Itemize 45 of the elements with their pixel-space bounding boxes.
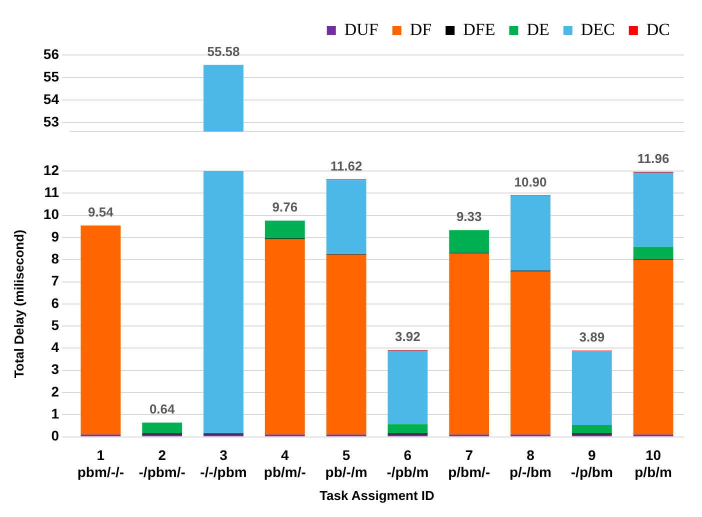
y-tick-label: 3 [51, 361, 60, 378]
x-axis-title: Task Assigment ID [320, 488, 434, 503]
x-tick-label: 8 p/-/bm [510, 447, 552, 480]
x-tick-label: 3 -/-/pbm [200, 447, 247, 480]
y-tick-label: 10 [43, 206, 60, 222]
y-tick-label: 12 [43, 162, 60, 178]
x-tick-label: 4 pb/m/- [264, 447, 306, 480]
y-tick-label: 54 [43, 90, 60, 107]
y-tick-label: 0 [51, 428, 60, 444]
x-tick-label: 5 pb/-/m [325, 447, 368, 480]
total-label: 55.58 [207, 44, 240, 59]
legend-label: DUF [344, 20, 378, 39]
x-tick-label: 7 p/bm/- [448, 447, 490, 480]
total-label: 3.92 [395, 329, 420, 344]
y-tick-label: 9 [51, 228, 60, 244]
x-tick-label: 1 pbm/-/- [77, 447, 124, 480]
legend-label: DF [410, 20, 432, 39]
total-label: 0.64 [149, 402, 176, 417]
total-label: 9.76 [272, 200, 298, 215]
legend-label: DEC [580, 20, 615, 39]
total-label: 11.96 [637, 150, 670, 166]
y-tick-label: 11 [44, 184, 60, 200]
legend-label: DFE [463, 20, 496, 39]
total-label: 3.89 [579, 330, 605, 345]
y-tick-label: 7 [51, 272, 60, 289]
y-tick-label: 53 [43, 113, 60, 130]
y-tick-label: 6 [51, 294, 60, 311]
legend-label: DE [526, 20, 550, 39]
y-tick-label: 5 [51, 316, 60, 333]
total-label: 9.54 [88, 204, 114, 220]
total-label: 11.62 [330, 158, 362, 174]
x-tick-label: 6 -/pb/m [386, 447, 429, 480]
total-label: 9.33 [456, 209, 482, 224]
y-tick-label: 56 [43, 46, 60, 62]
legend-label: DC [646, 20, 670, 39]
x-tick-label: 2 -/pbm/- [138, 447, 186, 480]
total-label: 10.90 [514, 174, 547, 190]
x-tick-label: 9 -/p/bm [570, 447, 613, 480]
y-tick-label: 8 [51, 250, 60, 266]
y-tick-label: 55 [43, 68, 60, 84]
x-tick-label: 10 p/b/m [634, 447, 672, 480]
y-tick-label: 4 [51, 339, 60, 356]
y-tick-label: 1 [51, 406, 60, 422]
y-axis-title: Total Delay (milisecond) [11, 230, 26, 378]
y-tick-label: 2 [51, 383, 60, 400]
